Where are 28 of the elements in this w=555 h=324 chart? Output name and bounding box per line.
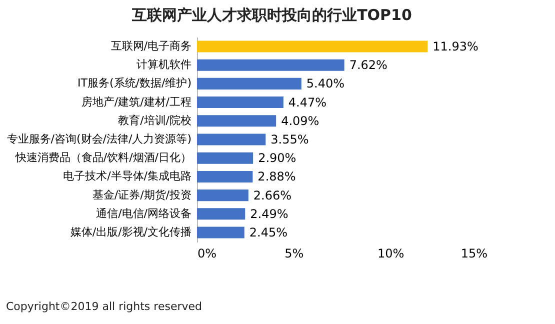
data-label: 2.90% [258,151,296,166]
y-tick-label: 计算机软件 [136,58,192,72]
x-tick-label: 10% [377,246,404,260]
x-tick-label: 0% [198,246,217,260]
data-label: 7.62% [349,58,388,72]
chart-title: 互联网产业人才求职时投向的行业TOP10 [131,6,412,24]
data-label: 2.45% [249,226,288,240]
y-tick-label: 通信/电信/网络设备 [96,206,192,220]
y-tick-label: 专业服务/咨询(财会/法律/人力资源等) [6,132,192,146]
data-label: 4.09% [281,114,320,128]
text: Copyright©2019 all rights reserved [6,300,202,313]
data-label: 5.40% [306,76,345,91]
y-tick-label: IT服务(系统/数据/维护) [78,76,192,90]
data-label: 11.93% [432,39,478,54]
y-tick-label: 互联网/电子商务 [110,39,192,52]
y-tick-label: 基金/证券/期货/投资 [92,188,192,202]
data-label: 3.55% [270,132,309,146]
data-label: 2.66% [253,188,292,202]
y-tick-label: 电子技术/半导体/集成电路 [63,170,192,183]
y-tick-label: 房地产/建筑/建材/工程 [81,95,192,108]
data-label: 4.47% [288,95,327,110]
y-tick-label: 教育/培训/院校 [118,114,192,127]
y-tick-label: 媒体/出版/影视/文化传播 [70,226,192,239]
data-label: 2.49% [250,206,288,221]
x-tick-label: 15% [460,246,488,260]
y-tick-label: 快速消费品（食品/饮料/烟酒/日化） [14,151,192,164]
x-tick-label: 5% [284,246,304,260]
data-label: 2.88% [258,170,296,184]
